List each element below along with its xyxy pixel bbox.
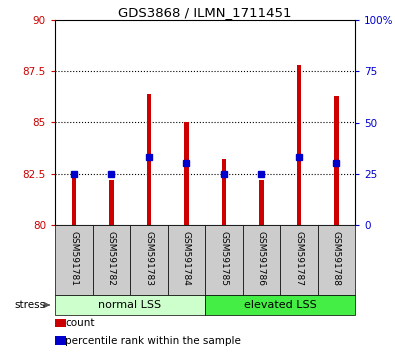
Bar <box>130 225 167 295</box>
Bar <box>55 336 66 345</box>
Bar <box>55 225 92 295</box>
Bar <box>92 225 130 295</box>
Text: GSM591785: GSM591785 <box>219 230 228 286</box>
Bar <box>55 295 205 315</box>
Bar <box>205 295 355 315</box>
Bar <box>280 225 318 295</box>
Text: GSM591788: GSM591788 <box>332 230 341 286</box>
Bar <box>109 180 113 225</box>
Bar <box>318 225 355 295</box>
Bar <box>243 225 280 295</box>
Text: elevated LSS: elevated LSS <box>244 300 316 310</box>
Text: normal LSS: normal LSS <box>98 300 162 310</box>
Bar <box>71 174 76 225</box>
Text: stress: stress <box>14 300 45 310</box>
Title: GDS3868 / ILMN_1711451: GDS3868 / ILMN_1711451 <box>118 6 292 19</box>
Bar <box>259 180 263 225</box>
Text: GSM591782: GSM591782 <box>107 230 116 285</box>
Bar <box>167 225 205 295</box>
Bar <box>297 65 301 225</box>
Text: GSM591784: GSM591784 <box>182 230 191 285</box>
Bar <box>147 94 151 225</box>
Text: GSM591783: GSM591783 <box>144 230 153 286</box>
Bar <box>222 159 226 225</box>
Text: count: count <box>65 318 95 328</box>
Bar <box>184 122 188 225</box>
Text: GSM591781: GSM591781 <box>69 230 78 286</box>
Bar <box>55 319 66 327</box>
Text: percentile rank within the sample: percentile rank within the sample <box>65 336 241 346</box>
Bar <box>334 96 339 225</box>
Bar <box>205 225 243 295</box>
Text: GSM591787: GSM591787 <box>294 230 303 286</box>
Text: GSM591786: GSM591786 <box>257 230 266 286</box>
